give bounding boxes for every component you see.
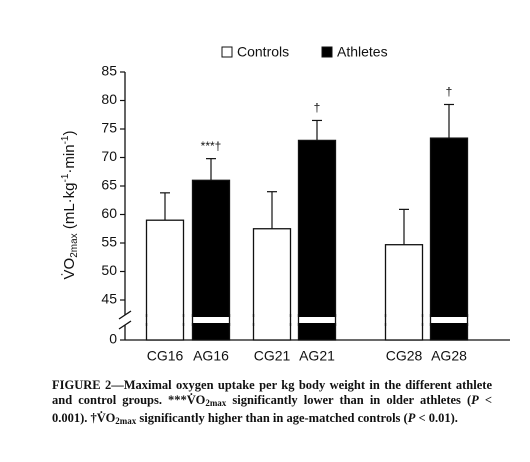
legend-swatch: [321, 46, 333, 58]
y-tick-label: 50: [101, 262, 117, 278]
y-label-part: ·min: [61, 144, 78, 173]
bar-break: [191, 317, 231, 323]
bar-break: [252, 317, 292, 323]
legend-swatch: [221, 46, 233, 58]
y-tick-label: 75: [101, 120, 117, 136]
legend-label: Controls: [237, 44, 289, 60]
caption-part: FIGURE 2—Maximal oxygen uptake per kg bo…: [52, 378, 492, 407]
caption-part: P: [471, 393, 479, 407]
y-label-part: (mL·kg: [61, 183, 78, 234]
bar: [384, 244, 424, 341]
y-tick-label: 45: [101, 291, 117, 307]
bar: [252, 228, 292, 341]
x-tick-label: AG21: [299, 348, 335, 364]
caption-part: significantly lower than in older athlet…: [226, 393, 472, 407]
x-tick-label: CG28: [386, 348, 423, 364]
caption-part: < 0.001). †V̇O: [52, 393, 492, 425]
y-label-part: -1: [60, 173, 71, 182]
chart: V̇O2max (mL·kg-1·min-1) 0455055606570758…: [60, 44, 510, 364]
annotation: †: [446, 85, 453, 99]
y-label-part: -1: [60, 135, 71, 144]
bar: [191, 179, 231, 341]
y-tick-label: 80: [101, 91, 117, 107]
caption-part: P: [407, 411, 416, 425]
y-label-part: 2max: [69, 233, 80, 257]
x-tick-label: CG16: [147, 348, 184, 364]
bar-break: [145, 317, 185, 323]
y-tick-label: 70: [101, 148, 117, 164]
x-tick-label: AG16: [193, 348, 229, 364]
y-tick-label: 65: [101, 177, 117, 193]
bar-break: [297, 317, 337, 323]
caption-part: 2max: [115, 416, 137, 426]
bar-break: [384, 317, 424, 323]
bar: [297, 139, 337, 341]
axis-break: [118, 320, 132, 330]
caption-part: < 0.01).: [415, 411, 458, 425]
annotation: ***†: [201, 139, 222, 153]
x-tick-label: AG28: [431, 348, 467, 364]
y-tick-label: 55: [101, 234, 117, 250]
y-label-part: V̇O: [61, 258, 78, 280]
y-tick-label: 0: [109, 331, 117, 347]
caption: FIGURE 2—Maximal oxygen uptake per kg bo…: [52, 378, 492, 429]
caption-part: 2max: [205, 398, 227, 408]
caption-part: significantly higher than in age-matched…: [136, 411, 408, 425]
bar: [429, 137, 469, 341]
y-tick-label: 85: [101, 63, 117, 79]
y-tick-label: 60: [101, 205, 117, 221]
axis-break: [118, 310, 132, 320]
legend-label: Athletes: [337, 44, 388, 60]
y-label-part: ): [61, 131, 78, 136]
annotation: †: [314, 101, 321, 115]
y-axis-label: V̇O2max (mL·kg-1·min-1): [60, 131, 80, 280]
x-tick-label: CG21: [254, 348, 291, 364]
bar-break: [429, 317, 469, 323]
